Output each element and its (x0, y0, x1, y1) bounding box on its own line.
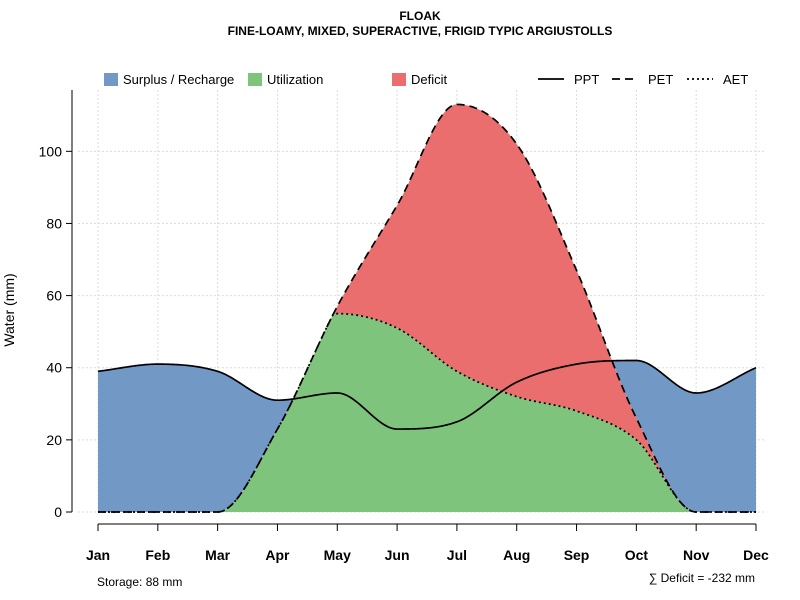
series-line-pet (98, 103, 756, 513)
y-tick-label: 80 (46, 215, 62, 231)
deficit-area (98, 104, 756, 513)
legend-label: PET (648, 72, 673, 87)
y-axis-label: Water (mm) (1, 273, 17, 346)
deficit-note: ∑ Deficit = -232 mm (649, 571, 755, 585)
y-tick-label: 60 (46, 288, 62, 304)
x-tick-label: Jan (86, 547, 110, 563)
y-tick-label: 40 (46, 360, 62, 376)
x-tick-label: May (324, 547, 351, 563)
series-lines (97, 103, 757, 513)
chart-subtitle: FINE-LOAMY, MIXED, SUPERACTIVE, FRIGID T… (228, 24, 613, 38)
x-tick-label: Jul (447, 547, 467, 563)
legend-swatch (248, 73, 262, 86)
x-tick-label: Sep (564, 547, 590, 563)
x-tick-label: Mar (205, 547, 230, 563)
chart-title: FLOAK (399, 9, 441, 23)
legend-label: Surplus / Recharge (123, 72, 234, 87)
axes: 0 20 40 60 80 100 Jan Feb Mar Apr May Jun Jul Aug Sep O… (39, 90, 769, 563)
legend-swatch (104, 73, 118, 86)
legend: Surplus / Recharge Utilization Deficit PPT P… (104, 72, 748, 87)
legend-label: Utilization (267, 72, 323, 87)
area-fills (98, 104, 756, 513)
x-tick-label: Apr (265, 547, 290, 563)
utilization-area (98, 313, 756, 512)
y-tick-label: 0 (54, 504, 62, 520)
y-tick-label: 20 (46, 432, 62, 448)
series-line-ppt (97, 359, 757, 430)
x-tick-label: Jun (385, 547, 410, 563)
x-tick-label: Dec (743, 547, 769, 563)
y-tick-label: 100 (39, 143, 63, 159)
series-line-aet (98, 312, 756, 513)
legend-label: Deficit (411, 72, 448, 87)
x-tick-label: Nov (683, 547, 710, 563)
legend-swatch (392, 73, 406, 86)
storage-note: Storage: 88 mm (97, 575, 182, 589)
x-tick-label: Aug (503, 547, 530, 563)
x-tick-label: Oct (625, 547, 649, 563)
legend-label: AET (723, 72, 748, 87)
legend-label: PPT (574, 72, 599, 87)
x-tick-label: Feb (145, 547, 170, 563)
surplus-area (98, 104, 756, 513)
